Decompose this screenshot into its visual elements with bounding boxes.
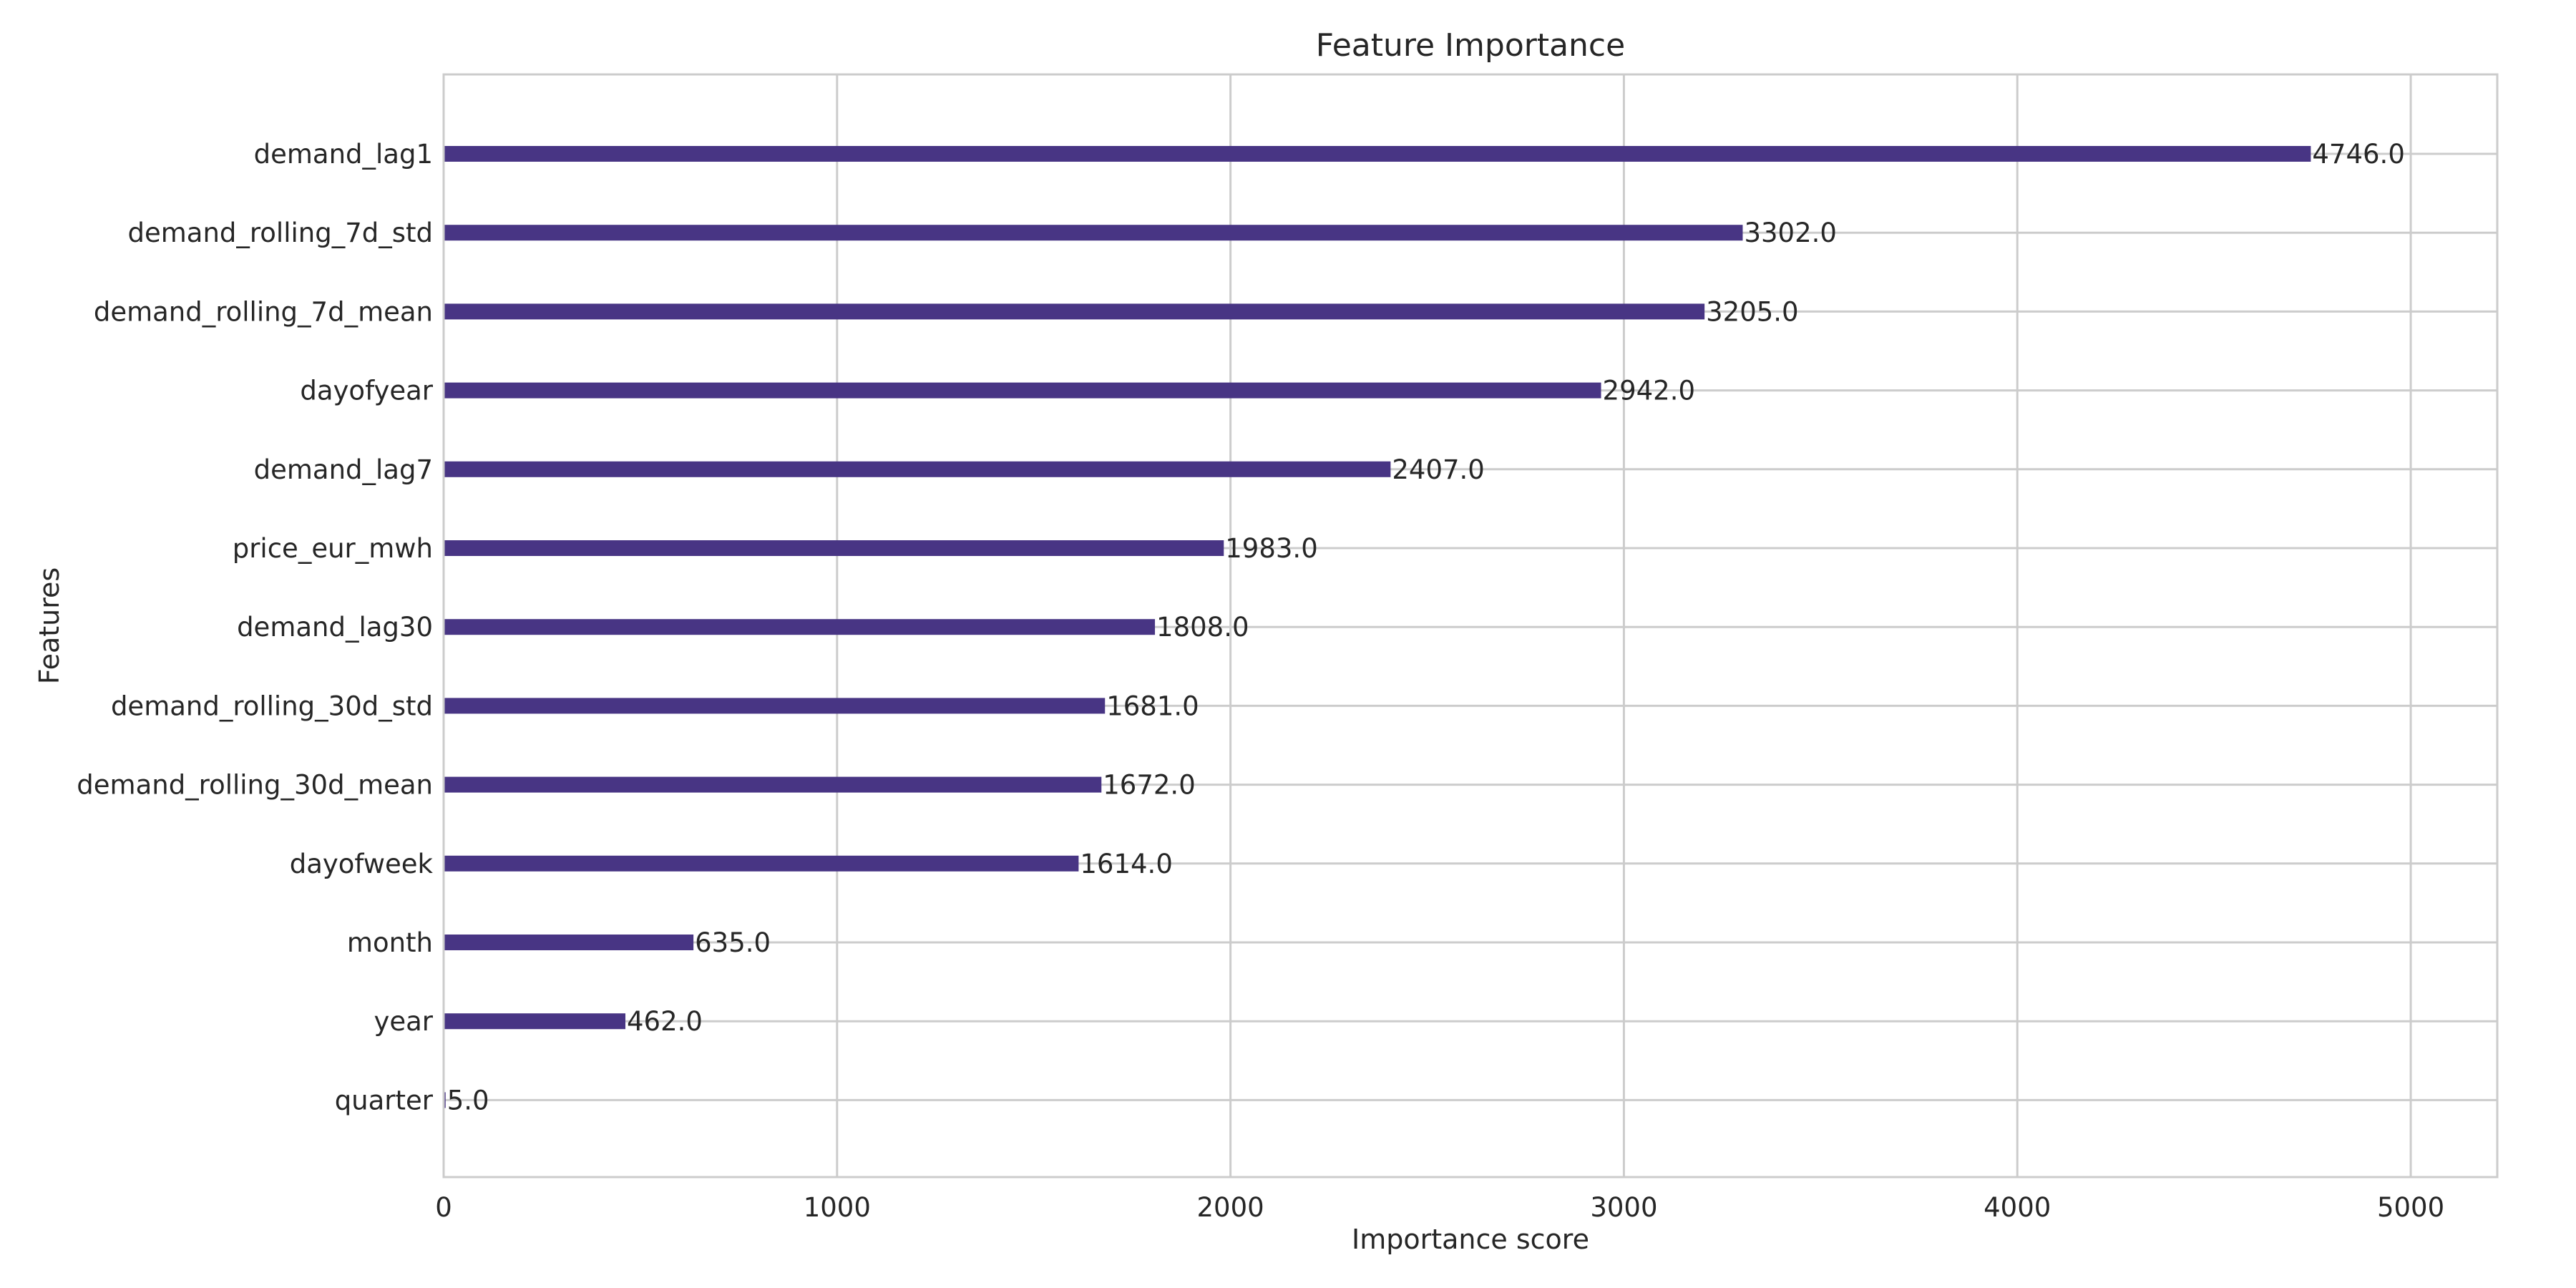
y-tick-label: month [347, 927, 433, 958]
data-label: 1614.0 [1080, 849, 1172, 879]
bar [444, 698, 1106, 714]
data-label: 2407.0 [1392, 454, 1484, 485]
chart-title: Feature Importance [1316, 27, 1625, 64]
y-tick-label: demand_lag30 [237, 612, 433, 643]
data-label: 3302.0 [1744, 218, 1836, 248]
x-tick-label: 0 [435, 1192, 452, 1223]
y-tick-label: demand_lag1 [254, 139, 433, 170]
x-axis-label: Importance score [1352, 1224, 1589, 1255]
plot-frame [442, 73, 2499, 1179]
data-label: 4746.0 [2312, 139, 2404, 170]
bar [444, 146, 2311, 162]
y-tick-label: demand_lag7 [254, 454, 433, 485]
bar [444, 540, 1224, 556]
bar [444, 619, 1156, 635]
data-label: 3205.0 [1706, 296, 1798, 327]
bar [444, 382, 1601, 399]
bar [444, 855, 1079, 872]
tick-layer: 0 1000 2000 3000 4000 5000 demand_lag1 demand_r… [77, 139, 2444, 1223]
bar [444, 461, 1391, 477]
y-tick-label: dayofweek [290, 849, 434, 879]
x-tick-label: 3000 [1590, 1192, 1657, 1223]
data-label: 1808.0 [1156, 612, 1249, 643]
bar [444, 1013, 626, 1030]
bar-layer [444, 146, 2311, 1108]
data-label: 1681.0 [1106, 691, 1199, 721]
data-label: 5.0 [447, 1085, 489, 1116]
y-tick-label: demand_rolling_30d_mean [77, 770, 433, 801]
y-tick-label: demand_rolling_7d_std [127, 218, 433, 248]
x-tick-label: 5000 [2377, 1192, 2444, 1223]
label-layer: 4746.0 3302.0 3205.0 2942.0 2407.0 1983.0 1808… [447, 139, 2405, 1116]
bar [444, 776, 1102, 793]
x-tick-label: 2000 [1197, 1192, 1264, 1223]
bar [444, 935, 694, 950]
x-tick-label: 4000 [1984, 1192, 2051, 1223]
y-tick-label: dayofyear [300, 376, 433, 406]
y-tick-label: year [374, 1006, 433, 1037]
y-tick-label: demand_rolling_30d_std [111, 691, 433, 721]
data-label: 462.0 [627, 1006, 703, 1037]
data-label: 2942.0 [1603, 376, 1695, 406]
y-tick-label: price_eur_mwh [233, 533, 433, 564]
y-tick-label: quarter [335, 1085, 434, 1116]
x-tick-label: 1000 [804, 1192, 871, 1223]
data-label: 635.0 [695, 927, 771, 958]
data-label: 1983.0 [1225, 533, 1317, 564]
bar [444, 303, 1705, 320]
data-label: 1672.0 [1103, 770, 1195, 801]
y-tick-label: demand_rolling_7d_mean [94, 296, 433, 327]
bar [444, 225, 1743, 241]
y-axis-label: Features [34, 567, 65, 684]
